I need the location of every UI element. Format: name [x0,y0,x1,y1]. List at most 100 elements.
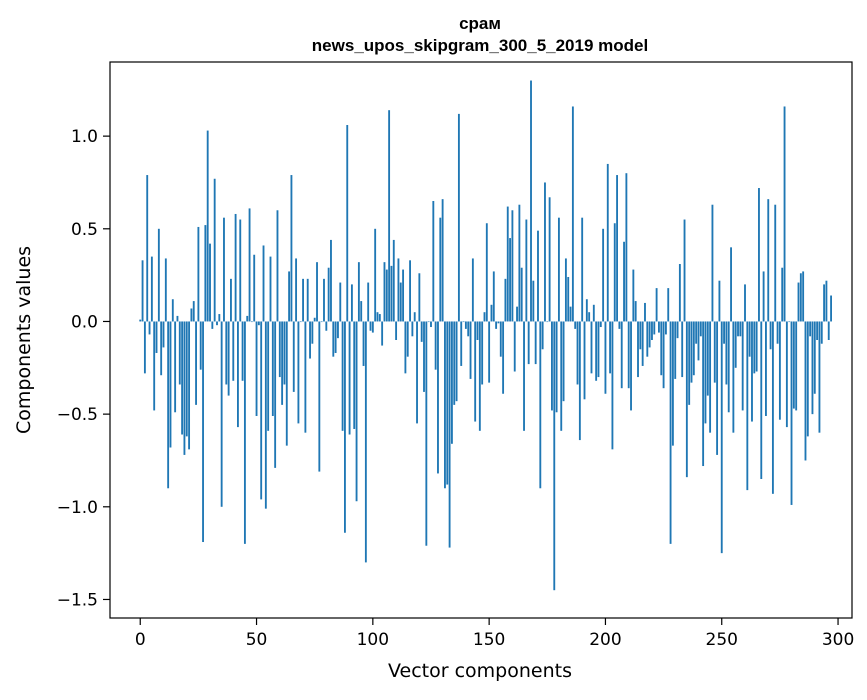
bar-122 [423,321,425,392]
bar-263 [751,321,753,422]
bar-234 [683,219,686,322]
bar-41 [234,213,237,322]
bar-89 [346,125,349,322]
bar-177 [551,321,553,411]
bar-113 [402,269,405,322]
bar-5 [150,256,153,322]
bar-256 [734,321,737,368]
bar-193 [588,312,591,322]
bar-93 [355,321,358,502]
bar-115 [406,321,409,357]
bars-group [139,80,832,591]
bar-156 [502,321,505,394]
bar-49 [253,254,256,322]
bar-198 [599,321,602,328]
bar-47 [248,208,251,322]
bar-295 [825,280,828,322]
bar-190 [581,217,584,322]
bar-290 [813,321,816,394]
bar-268 [762,271,765,322]
bar-185 [569,306,572,322]
bar-17 [178,321,181,385]
bar-3 [146,175,149,322]
bar-30 [209,243,211,322]
bar-71 [304,321,307,433]
bar-283 [797,282,800,322]
bar-63 [285,321,288,446]
bar-120 [418,273,421,322]
y-tick-label-3: 0.0 [71,312,98,332]
bar-191 [583,321,586,400]
bar-134 [450,321,453,444]
bar-34 [218,314,221,322]
x-tick-label-150: 150 [473,630,505,650]
x-tick-label-0: 0 [135,630,146,650]
bar-253 [727,321,730,413]
bar-250 [720,321,723,554]
bar-88 [344,321,346,533]
y-tick-label-2: −0.5 [57,405,98,425]
bar-119 [416,321,418,424]
bar-60 [278,321,281,378]
bar-184 [567,276,570,322]
bar-150 [488,321,491,383]
bar-237 [690,321,693,383]
bar-252 [725,321,728,385]
bar-251 [723,321,725,344]
bar-267 [760,321,763,479]
bar-262 [748,321,751,357]
bar-211 [630,321,632,411]
bar-64 [288,271,291,322]
bar-20 [185,321,188,437]
bar-28 [204,225,207,322]
bar-65 [290,175,293,322]
bar-152 [492,271,495,322]
bar-70 [302,278,304,322]
bar-154 [497,321,500,324]
bar-1 [141,260,144,322]
bar-287 [806,321,809,437]
bar-105 [383,262,386,322]
y-axis: −1.5 −1.0 −0.5 0.0 0.5 1.0 [57,127,110,610]
bar-257 [737,321,739,337]
bar-170 [534,321,537,365]
bar-293 [820,321,823,344]
bar-87 [341,321,344,431]
bar-108 [390,265,393,322]
bar-94 [357,262,360,322]
bar-90 [348,321,351,435]
bar-155 [499,321,502,357]
bar-50 [255,321,258,416]
bar-35 [220,321,223,507]
bar-79 [323,278,325,322]
bar-131 [444,321,446,489]
bar-151 [490,304,493,322]
bar-29 [206,130,209,322]
bar-42 [237,321,239,428]
bar-7 [155,321,158,353]
bar-278 [785,321,788,428]
bar-16 [176,315,179,322]
bar-286 [804,321,807,461]
bar-205 [616,175,618,322]
bar-228 [669,321,672,544]
bar-195 [592,304,595,322]
bar-248 [716,321,719,455]
bar-126 [432,201,435,322]
bar-25 [197,226,200,322]
bar-284 [799,273,802,322]
bar-40 [232,321,235,381]
bar-199 [602,228,605,322]
bar-282 [795,321,798,411]
bar-52 [260,321,263,500]
bar-75 [313,317,316,322]
bar-216 [641,321,644,366]
bar-95 [360,301,363,322]
bar-33 [216,321,218,326]
bar-77 [318,321,321,472]
y-tick-label-1: −1.0 [57,498,98,518]
bar-288 [809,321,812,337]
bar-179 [555,321,558,413]
bar-207 [620,321,623,389]
bar-231 [676,321,679,339]
